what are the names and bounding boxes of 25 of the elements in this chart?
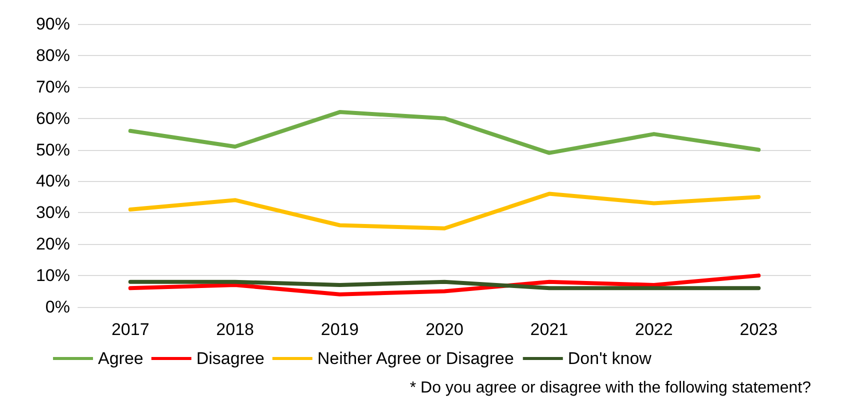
y-tick-label: 80% [36, 46, 70, 65]
x-tick-label: 2020 [426, 320, 464, 339]
legend-label: Agree [98, 349, 144, 368]
y-tick-label: 30% [36, 203, 70, 222]
y-tick-label: 50% [36, 140, 70, 160]
legend-label: Neither Agree or Disagree [317, 349, 514, 368]
line-series [128, 274, 761, 296]
x-tick-label: 2019 [320, 320, 359, 339]
legend-label: Disagree [196, 349, 264, 368]
text: * Do you agree or disagree with the following statement? [410, 380, 812, 396]
line-series [128, 192, 761, 230]
y-tick-label: 70% [36, 77, 70, 96]
y-tick-label: 90% [36, 14, 70, 34]
y-tick-label: 0% [45, 298, 70, 316]
y-tick-label: 40% [36, 172, 70, 191]
x-tick-label: 2017 [111, 320, 150, 339]
line-series [128, 110, 761, 155]
x-tick-label: 2018 [216, 320, 254, 339]
x-tick-label: 2021 [530, 320, 568, 339]
y-tick-label: 20% [36, 234, 70, 254]
legend-label: Don't know [568, 349, 652, 368]
x-tick-label: 2022 [635, 320, 673, 339]
x-tick-label: 2023 [740, 320, 778, 339]
y-tick-label: 60% [36, 108, 70, 128]
y-tick-label: 10% [36, 266, 70, 286]
